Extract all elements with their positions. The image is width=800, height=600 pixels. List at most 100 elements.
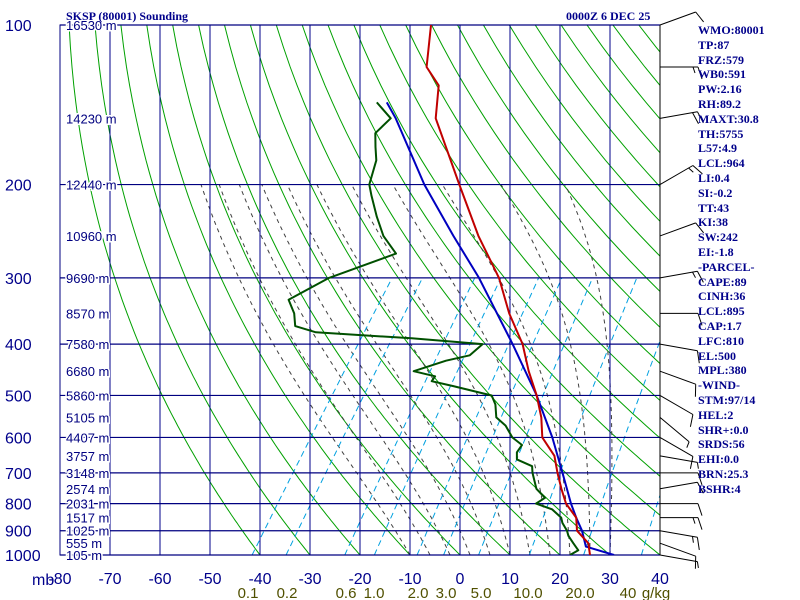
wind-barb-flag [695, 11, 704, 23]
wind-barb-shaft [659, 481, 698, 490]
mixing-ratio-label: 2.0 [408, 585, 429, 600]
height-label: 1517 m [66, 511, 109, 526]
wind-barb [659, 455, 699, 469]
dry-adiabat-line [94, 25, 311, 555]
mixing-ratio-line [344, 277, 476, 555]
dry-adiabat-line [146, 25, 411, 555]
temperature-tick-label: -10 [398, 571, 421, 588]
wind-barb-flag [692, 165, 703, 175]
moist-adiabat-line [200, 184, 411, 555]
wind-barb-flag [697, 503, 703, 516]
wind-barb-shaft [659, 222, 696, 237]
stat-line: L57:4.9 [698, 141, 737, 156]
stat-line: LCL:895 [698, 304, 745, 319]
stat-line: CAP:1.7 [698, 318, 742, 333]
pressure-tick-label: 400 [5, 337, 32, 354]
mixing-ratio-line [373, 277, 502, 555]
stat-line: MAXT:30.8 [698, 111, 759, 126]
wind-barb-flag [689, 456, 694, 469]
stat-line: SI:-0.2 [698, 185, 733, 200]
mixing-ratio-label: 40 [620, 585, 637, 600]
wind-barb-shaft [659, 395, 694, 415]
wind-barb-flag [696, 481, 704, 494]
stat-line: BRN:25.3 [698, 466, 749, 481]
mixing-ratio-label: 3.0 [436, 585, 457, 600]
wind-barb-shaft [659, 370, 696, 385]
temperature-tick-label: -20 [348, 571, 371, 588]
stat-line: KI:38 [698, 215, 728, 230]
mixing-ratio-line [478, 277, 594, 555]
stat-line: -WIND- [698, 378, 740, 393]
height-label: 2574 m [66, 482, 109, 497]
mixing-ratio-line [443, 277, 563, 555]
moist-adiabat-line [564, 184, 613, 555]
wind-barb-shaft [659, 554, 698, 563]
mixing-ratio-line [416, 277, 540, 555]
dry-adiabat-line [275, 25, 660, 555]
stat-line: EHI:0.0 [698, 452, 740, 467]
temperature-tick-label: 40 [651, 571, 669, 588]
stat-line: TP:87 [698, 37, 730, 52]
wind-barb-shaft [659, 270, 698, 279]
temperature-tick-label: 10 [501, 571, 519, 588]
dry-adiabat-line [353, 25, 660, 439]
dry-adiabat-line [224, 25, 561, 555]
wind-barb-shaft [659, 436, 694, 457]
dry-adiabat-line [120, 25, 361, 555]
wind-barb-flag [697, 313, 703, 326]
height-label: 10960 m [66, 229, 117, 244]
mixing-ratio-line [528, 277, 638, 555]
height-label: 555 m [66, 536, 102, 551]
wind-barb-half-flag [692, 536, 694, 543]
wind-barb [659, 111, 704, 124]
wind-barb [659, 395, 694, 427]
wind-barb [659, 436, 694, 469]
stat-line: TH:5755 [698, 126, 744, 141]
dewpoint-profile-line [287, 101, 580, 555]
temperature-tick-label: -30 [298, 571, 321, 588]
wind-barb-flag [696, 350, 700, 364]
height-label: 3757 m [66, 449, 109, 464]
wind-barb [659, 312, 703, 326]
wind-barb-flag [696, 537, 700, 550]
pressure-tick-label: 200 [5, 178, 32, 195]
wind-barb [659, 542, 697, 569]
wind-barb [659, 481, 704, 494]
wind-barb-shaft [659, 530, 698, 538]
wind-barb-half-flag [696, 561, 699, 568]
stat-line: CAPE:89 [698, 274, 747, 289]
stat-line: SHR+:0.0 [698, 422, 749, 437]
stat-line: FRZ:579 [698, 52, 744, 67]
stat-line: EL:500 [698, 348, 737, 363]
height-label: 16530 m [66, 18, 117, 33]
temperature-tick-label: 20 [551, 571, 569, 588]
pressure-tick-label: 500 [5, 388, 32, 405]
wind-barb-shaft [659, 165, 694, 185]
stat-line: MPL:380 [698, 363, 747, 378]
pressure-tick-label: 100 [5, 18, 32, 35]
stat-line: BSHR:4 [698, 481, 741, 496]
temperature-tick-label: -50 [198, 571, 221, 588]
stat-line: SRDS:56 [698, 437, 745, 452]
stat-line: CINH:36 [698, 289, 746, 304]
dry-adiabat-line [431, 25, 660, 328]
pressure-tick-label: 300 [5, 271, 32, 288]
height-label: 12440 m [66, 178, 117, 193]
temperature-tick-label: -80 [48, 571, 71, 588]
dry-adiabat-line [482, 25, 660, 257]
pressure-tick-label: 600 [5, 430, 32, 447]
height-label: 7580 m [66, 337, 109, 352]
height-label: 9690 m [66, 271, 109, 286]
wind-barb-shaft [659, 417, 690, 443]
pressure-tick-label: 1000 [5, 548, 41, 565]
wind-barb [659, 343, 700, 364]
chart-title: SKSP (80001) Sounding [66, 9, 189, 23]
height-label: 105 m [66, 548, 102, 563]
height-label: 6680 m [66, 364, 109, 379]
wind-barb-flag [697, 517, 703, 530]
mixing-ratio-line [285, 277, 423, 555]
moist-adiabat-line [316, 184, 511, 555]
wind-barb-flag [696, 271, 704, 283]
mixing-ratio-label: 20.0 [565, 585, 594, 600]
